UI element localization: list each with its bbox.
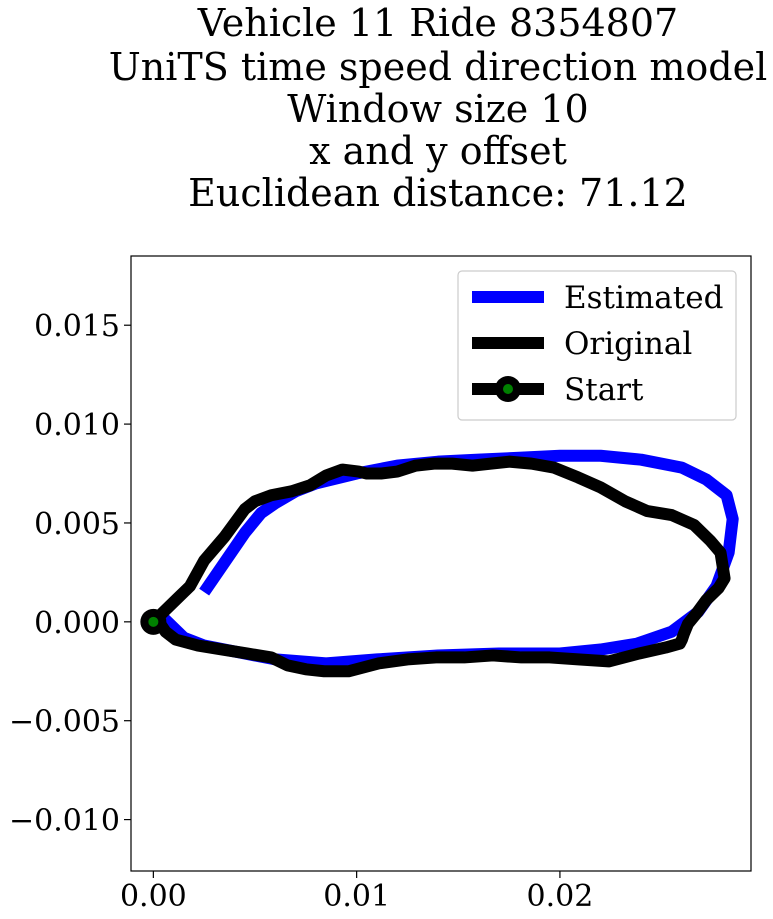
legend-label-estimated: Estimated: [564, 280, 723, 316]
legend-box: [457, 270, 737, 421]
title-line-5: Euclidean distance: 71.12: [188, 171, 688, 215]
y-tick-label: −0.005: [9, 705, 120, 740]
title-line-4: x and y offset: [309, 129, 567, 173]
x-tick-label: 0.01: [323, 879, 390, 914]
y-tick-label: −0.010: [9, 804, 120, 839]
series-line-estimated: [151, 449, 739, 670]
y-tick-label: 0.015: [34, 309, 120, 344]
title-line-1: Vehicle 11 Ride 8354807: [197, 1, 678, 45]
x-tick-label: 0.00: [120, 879, 187, 914]
series-group: [140, 449, 739, 678]
y-tick-label: 0.005: [34, 507, 120, 542]
start-marker: [148, 616, 159, 627]
legend-label-original: Original: [564, 326, 692, 362]
legend: Estimated Original Start: [457, 270, 737, 421]
legend-start-marker: [503, 384, 513, 394]
legend-label-start: Start: [564, 372, 644, 408]
axes: −0.010 −0.005 0.000 0.005 0.010 0.015 0.00 0.01…: [9, 255, 752, 914]
y-tick-label: 0.010: [34, 408, 120, 443]
x-tick-label: 0.02: [527, 879, 594, 914]
plot-frame: [130, 255, 752, 872]
y-tick-label: 0.000: [34, 606, 120, 641]
title-line-2: UniTS time speed direction model: [109, 45, 768, 89]
series-line-original: [149, 455, 731, 678]
title-line-3: Window size 10: [287, 87, 588, 131]
plot-area: [140, 449, 739, 678]
chart-title: Vehicle 11 Ride 8354807 UniTS time speed…: [109, 1, 768, 215]
